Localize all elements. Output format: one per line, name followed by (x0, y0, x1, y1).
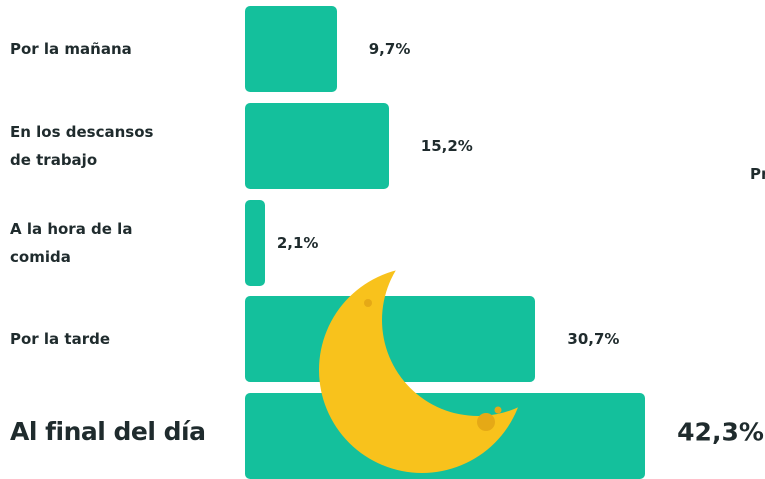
category-label: Por la tarde (10, 330, 111, 349)
value-label: 30,7% (567, 330, 620, 349)
category-label: A la hora de la comida (10, 219, 133, 266)
cut-off-text: Pr (750, 165, 765, 183)
category-label: En los descansos de trabajo (10, 122, 154, 169)
value-label: 42,3% (677, 417, 764, 447)
category-label: Por la mañana (10, 40, 132, 58)
value-label: 15,2% (420, 136, 473, 155)
bar (245, 199, 265, 286)
category-label: Al final del día (10, 417, 206, 447)
value-label: 9,7% (368, 40, 411, 58)
value-label: 2,1% (276, 233, 319, 252)
bar (245, 102, 389, 189)
bar (245, 6, 337, 92)
